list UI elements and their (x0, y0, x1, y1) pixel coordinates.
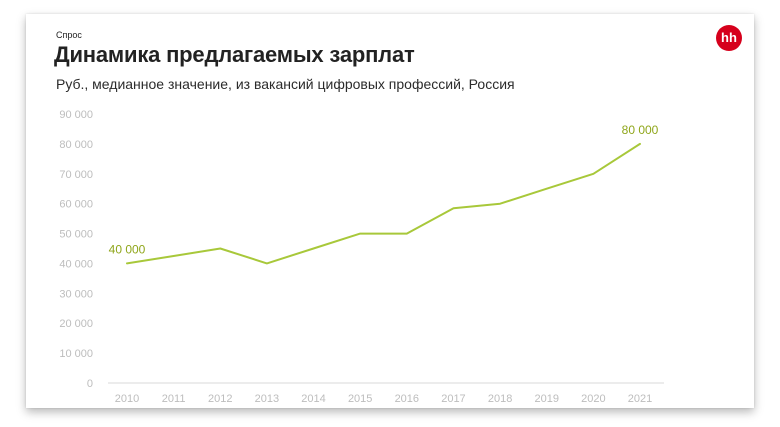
y-tick-label: 30 000 (59, 288, 93, 300)
y-tick-label: 60 000 (59, 199, 93, 211)
x-tick-label: 2014 (301, 393, 325, 405)
slide-card: Спрос Динамика предлагаемых зарплат Руб.… (26, 14, 754, 408)
y-tick-label: 10 000 (59, 348, 93, 360)
x-tick-label: 2017 (441, 393, 465, 405)
hh-logo: hh (716, 25, 742, 51)
y-tick-label: 70 000 (59, 169, 93, 181)
y-tick-label: 0 (87, 378, 93, 390)
chart-subtitle: Руб., медианное значение, из вакансий ци… (56, 76, 515, 92)
data-label: 40 000 (109, 242, 146, 256)
series-line (126, 142, 641, 265)
x-tick-label: 2021 (628, 393, 652, 405)
y-tick-label: 50 000 (59, 229, 93, 241)
x-tick-label: 2018 (488, 393, 512, 405)
y-tick-label: 20 000 (59, 318, 93, 330)
x-tick-label: 2016 (395, 393, 419, 405)
x-tick-label: 2015 (348, 393, 372, 405)
x-tick-label: 2012 (208, 393, 232, 405)
y-tick-label: 40 000 (59, 258, 93, 270)
x-tick-label: 2011 (162, 393, 186, 405)
x-tick-label: 2019 (534, 393, 558, 405)
y-tick-label: 90 000 (59, 109, 93, 121)
data-label: 80 000 (622, 123, 659, 137)
chart-title: Динамика предлагаемых зарплат (54, 42, 415, 67)
y-tick-label: 80 000 (59, 139, 93, 151)
x-tick-label: 2013 (255, 393, 279, 405)
salary-line-chart: 0 10 000 20 000 30 000 40 000 50 000 60 000 70 … (59, 109, 664, 405)
x-tick-label: 2010 (115, 393, 139, 405)
x-tick-label: 2020 (581, 393, 605, 405)
section-label: Спрос (56, 30, 82, 40)
